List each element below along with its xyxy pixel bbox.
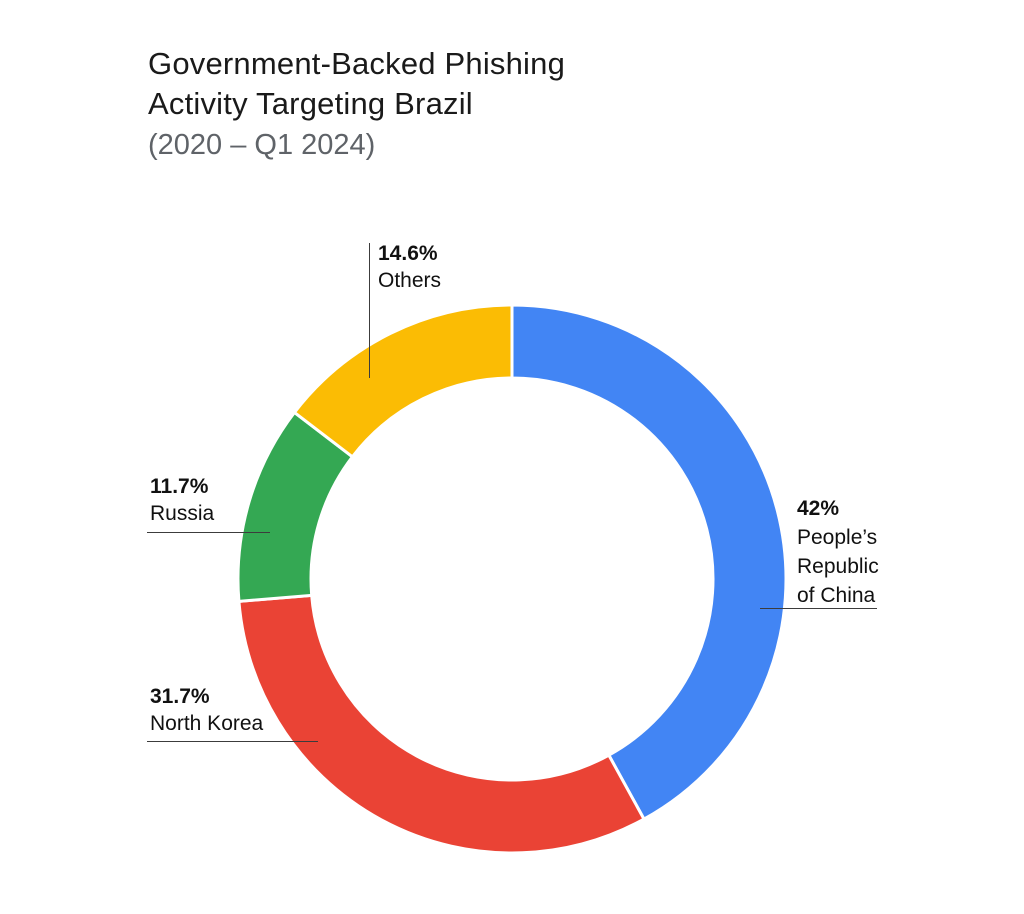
slice-label-others: 14.6% Others bbox=[378, 240, 441, 294]
slice-label-north-korea: 31.7% North Korea bbox=[150, 683, 263, 737]
slice-label-china: 42% People’s Republic of China bbox=[797, 494, 879, 610]
pie-slice-0 bbox=[510, 303, 788, 822]
slice-label-russia-name: Russia bbox=[150, 502, 215, 525]
slice-label-russia-pct: 11.7% bbox=[150, 475, 209, 498]
slice-label-others-pct: 14.6% bbox=[378, 242, 438, 265]
title-block: Government-Backed Phishing Activity Targ… bbox=[148, 44, 565, 164]
leader-line-russia bbox=[147, 532, 270, 533]
chart-title-line2: Activity Targeting Brazil bbox=[148, 86, 473, 121]
slice-label-china-name2: Republic bbox=[797, 555, 879, 578]
slice-label-china-pct: 42% bbox=[797, 497, 840, 520]
pie-slice-3 bbox=[292, 303, 514, 459]
slice-label-china-name3: of China bbox=[797, 584, 876, 607]
pie-slice-1 bbox=[237, 593, 647, 855]
leader-line-china bbox=[760, 608, 877, 609]
leader-line-north-korea bbox=[147, 741, 318, 742]
slice-label-north-korea-pct: 31.7% bbox=[150, 685, 210, 708]
slice-label-north-korea-name: North Korea bbox=[150, 712, 264, 735]
chart-title-line1: Government-Backed Phishing bbox=[148, 46, 566, 81]
leader-line-others bbox=[369, 243, 370, 378]
slice-label-others-name: Others bbox=[378, 269, 442, 292]
slice-label-russia: 11.7% Russia bbox=[150, 473, 214, 527]
slice-label-china-name1: People’s bbox=[797, 526, 878, 549]
chart-subtitle: (2020 – Q1 2024) bbox=[148, 129, 376, 161]
